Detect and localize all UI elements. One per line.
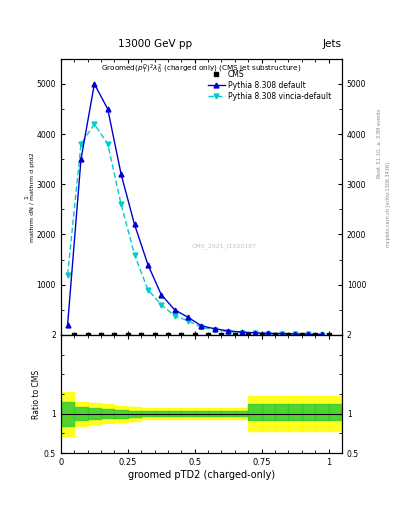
CMS [165, 332, 170, 338]
Pythia 8.308 vincia-default [279, 331, 284, 337]
CMS [286, 332, 291, 338]
Text: 13000 GeV pp: 13000 GeV pp [118, 38, 192, 49]
Pythia 8.308 vincia-default [213, 327, 217, 333]
Pythia 8.308 vincia-default [253, 330, 257, 336]
Pythia 8.308 vincia-default [239, 330, 244, 336]
CMS [99, 332, 103, 338]
Pythia 8.308 vincia-default [306, 331, 311, 337]
CMS [246, 332, 251, 338]
Pythia 8.308 vincia-default [79, 141, 83, 147]
Pythia 8.308 default [199, 323, 204, 329]
Pythia 8.308 vincia-default [320, 331, 324, 337]
Pythia 8.308 default [92, 81, 97, 87]
Legend: CMS, Pythia 8.308 default, Pythia 8.308 vincia-default: CMS, Pythia 8.308 default, Pythia 8.308 … [206, 68, 332, 102]
Pythia 8.308 vincia-default [226, 329, 231, 335]
Pythia 8.308 default [213, 326, 217, 332]
Pythia 8.308 default [279, 331, 284, 337]
CMS [313, 332, 318, 338]
CMS [219, 332, 224, 338]
Pythia 8.308 default [172, 307, 177, 313]
X-axis label: groomed pTD2 (charged-only): groomed pTD2 (charged-only) [128, 470, 275, 480]
Text: CMS_2021_I1920187: CMS_2021_I1920187 [191, 244, 256, 249]
CMS [125, 332, 130, 338]
Pythia 8.308 default [320, 331, 324, 337]
Pythia 8.308 vincia-default [293, 331, 298, 337]
Pythia 8.308 vincia-default [92, 121, 97, 127]
Pythia 8.308 default [239, 329, 244, 335]
Pythia 8.308 default [253, 330, 257, 336]
CMS [326, 332, 331, 338]
Pythia 8.308 default [65, 322, 70, 328]
Pythia 8.308 vincia-default [119, 201, 123, 207]
Line: Pythia 8.308 vincia-default: Pythia 8.308 vincia-default [65, 122, 324, 337]
Pythia 8.308 default [119, 171, 123, 177]
Pythia 8.308 default [266, 330, 271, 336]
Pythia 8.308 vincia-default [172, 313, 177, 319]
Pythia 8.308 vincia-default [105, 141, 110, 147]
Pythia 8.308 vincia-default [65, 271, 70, 278]
Pythia 8.308 default [306, 331, 311, 337]
Pythia 8.308 default [293, 331, 298, 337]
CMS [273, 332, 277, 338]
CMS [192, 332, 197, 338]
CMS [206, 332, 211, 338]
Pythia 8.308 vincia-default [199, 324, 204, 330]
Text: mcplots.cern.ch [arXiv:1306.3436]: mcplots.cern.ch [arXiv:1306.3436] [386, 162, 391, 247]
Text: Groomed$(p_T^D)^2\lambda_0^2$ (charged only) (CMS jet substructure): Groomed$(p_T^D)^2\lambda_0^2$ (charged o… [101, 63, 302, 76]
Pythia 8.308 default [226, 328, 231, 334]
Pythia 8.308 default [145, 262, 150, 268]
CMS [139, 332, 143, 338]
Pythia 8.308 vincia-default [159, 302, 163, 308]
Y-axis label: Ratio to CMS: Ratio to CMS [32, 370, 41, 418]
Text: Jets: Jets [323, 38, 342, 49]
Line: Pythia 8.308 default: Pythia 8.308 default [65, 81, 324, 337]
Pythia 8.308 default [132, 221, 137, 227]
CMS [112, 332, 117, 338]
CMS [233, 332, 237, 338]
Pythia 8.308 vincia-default [132, 251, 137, 258]
Pythia 8.308 vincia-default [185, 318, 190, 324]
Pythia 8.308 default [185, 314, 190, 321]
CMS [259, 332, 264, 338]
Pythia 8.308 vincia-default [145, 287, 150, 293]
Pythia 8.308 vincia-default [266, 331, 271, 337]
CMS [85, 332, 90, 338]
Pythia 8.308 default [105, 106, 110, 112]
CMS [152, 332, 157, 338]
Pythia 8.308 default [79, 156, 83, 162]
CMS [299, 332, 304, 338]
Y-axis label: 1
mathrm dN / mathrm d ptd2: 1 mathrm dN / mathrm d ptd2 [24, 152, 35, 242]
Line: CMS: CMS [73, 333, 330, 336]
Pythia 8.308 default [159, 292, 163, 298]
CMS [72, 332, 77, 338]
Text: Rivet 3.1.10, $\geq$ 3.3M events: Rivet 3.1.10, $\geq$ 3.3M events [376, 108, 383, 179]
CMS [179, 332, 184, 338]
